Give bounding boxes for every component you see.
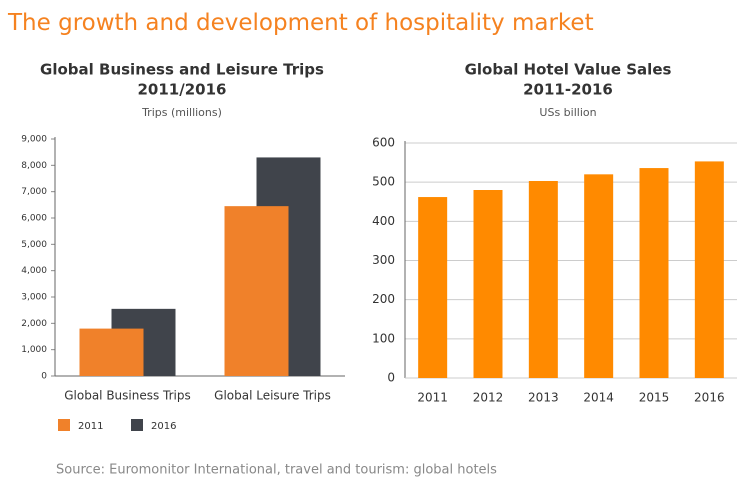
axis-label: USs billion: [539, 106, 596, 119]
chart-title: Global Business and Leisure Trips: [40, 61, 324, 79]
source: Source: Euromonitor International, trave…: [56, 463, 497, 478]
chart-title: Global Hotel Value Sales: [465, 61, 672, 79]
y-tick-label: 200: [372, 292, 395, 306]
axis-label: Trips (millions): [141, 106, 222, 119]
legend-swatch: [58, 419, 70, 431]
y-tick-label: 1,000: [21, 345, 47, 355]
y-tick-label: 400: [372, 214, 395, 228]
y-tick-label: 8,000: [21, 161, 47, 171]
x-tick-label: 2011: [417, 391, 448, 405]
bar: [224, 206, 289, 376]
bar: [639, 168, 669, 378]
legend-label: 2016: [151, 421, 176, 432]
x-tick-label: 2016: [694, 391, 725, 405]
bar: [418, 197, 448, 378]
x-tick-label: 2014: [583, 391, 614, 405]
y-tick-label: 4,000: [21, 266, 47, 276]
legend-swatch: [131, 419, 143, 431]
chart-title: 2011/2016: [138, 81, 227, 99]
x-tick-label: Global Leisure Trips: [214, 389, 331, 403]
y-tick-label: 500: [372, 175, 395, 189]
page-title: The growth and development of hospitalit…: [7, 10, 594, 36]
legend-label: 2011: [78, 421, 103, 432]
bar: [473, 190, 503, 378]
y-tick-label: 300: [372, 253, 395, 267]
y-tick-label: 100: [372, 331, 395, 345]
bar: [528, 180, 558, 378]
y-tick-label: 0: [41, 372, 47, 382]
y-tick-label: 5,000: [21, 240, 47, 250]
y-tick-label: 600: [372, 136, 395, 150]
chart-title: 2011-2016: [523, 81, 613, 99]
y-tick-label: 0: [387, 371, 395, 385]
y-tick-label: 3,000: [21, 293, 47, 303]
x-tick-label: Global Business Trips: [64, 389, 191, 403]
bar: [79, 328, 144, 376]
bar: [584, 174, 614, 378]
x-tick-label: 2012: [473, 391, 504, 405]
x-tick-label: 2013: [528, 391, 559, 405]
y-tick-label: 7,000: [21, 187, 47, 197]
bar: [694, 161, 724, 378]
y-tick-label: 9,000: [21, 135, 47, 145]
x-tick-label: 2015: [639, 391, 670, 405]
y-tick-label: 6,000: [21, 214, 47, 224]
y-tick-label: 2,000: [21, 319, 47, 329]
